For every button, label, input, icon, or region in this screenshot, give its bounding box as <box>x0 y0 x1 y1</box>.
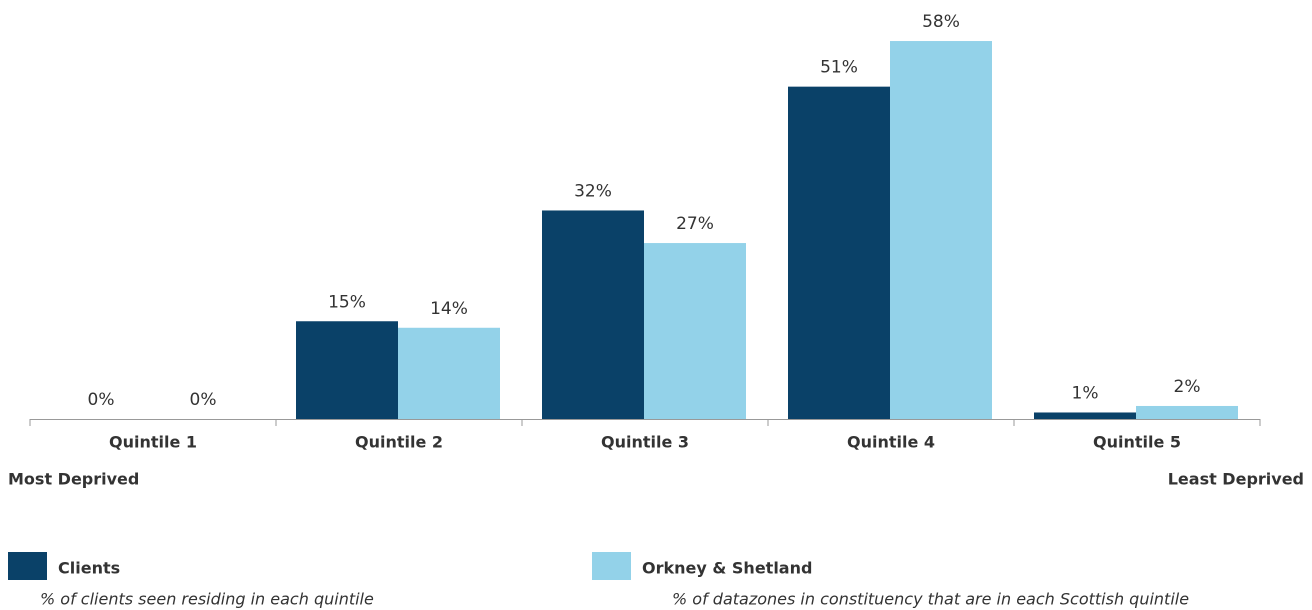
axis-label-right: Least Deprived <box>1168 470 1304 489</box>
value-label: 0% <box>88 390 115 410</box>
legend-label: Clients <box>58 559 120 578</box>
legend-swatch <box>8 552 47 580</box>
x-tick-label: Quintile 1 <box>109 433 197 452</box>
bar <box>1034 412 1136 419</box>
value-label: 2% <box>1174 377 1201 397</box>
value-label: 15% <box>328 292 366 312</box>
bar <box>296 321 398 419</box>
bar <box>1136 405 1238 419</box>
value-label: 51% <box>820 58 858 78</box>
bar <box>890 41 992 420</box>
x-tick-label: Quintile 4 <box>847 433 935 452</box>
value-label: 14% <box>430 299 468 319</box>
x-tick-label: Quintile 5 <box>1093 433 1181 452</box>
value-label: 32% <box>574 181 612 201</box>
bar <box>788 86 890 420</box>
value-label: 58% <box>922 12 960 32</box>
x-tick-label: Quintile 2 <box>355 433 443 452</box>
value-label: 1% <box>1072 383 1099 403</box>
x-tick-label: Quintile 3 <box>601 433 689 452</box>
value-label: 27% <box>676 214 714 234</box>
bar <box>398 327 500 419</box>
bar <box>542 210 644 419</box>
value-label: 0% <box>190 390 217 410</box>
legend-description: % of datazones in constituency that are … <box>672 590 1189 609</box>
legend-swatch <box>592 552 631 580</box>
bar <box>644 243 746 419</box>
legend-label: Orkney & Shetland <box>642 559 812 578</box>
axis-label-left: Most Deprived <box>8 470 139 489</box>
legend-description: % of clients seen residing in each quint… <box>40 590 374 609</box>
